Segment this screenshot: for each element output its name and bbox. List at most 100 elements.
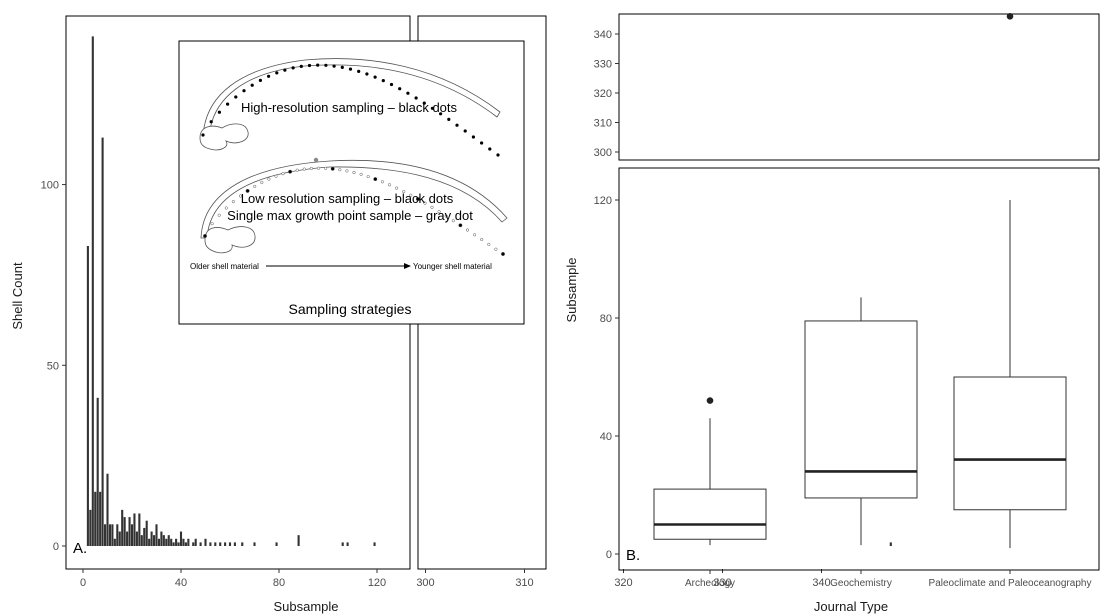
sample-dot-open: [430, 205, 434, 209]
sample-dot-open: [224, 206, 228, 210]
sample-dot-open: [217, 213, 221, 217]
histogram-bar: [150, 531, 153, 546]
inset-label-high-resolution: High-resolution sampling – black dots: [241, 100, 458, 115]
histogram-bar: [116, 524, 119, 546]
y-tick-label: 120: [594, 195, 612, 207]
sample-dot-open: [451, 219, 455, 223]
histogram-bar: [184, 542, 187, 546]
sample-dot: [406, 91, 410, 95]
histogram-bar: [155, 524, 158, 546]
inset-label-low-resolution: Low resolution sampling – black dots: [241, 191, 454, 206]
sample-dot: [288, 169, 293, 174]
sample-dot-open: [494, 247, 498, 251]
histogram-bar: [204, 538, 207, 546]
sample-dot: [283, 68, 287, 72]
x-tick-label: 330: [713, 577, 731, 589]
histogram-bar: [224, 542, 227, 546]
inset-arrow-head-icon: [404, 263, 411, 269]
histogram-bar: [101, 137, 104, 546]
histogram-bar: [889, 542, 892, 546]
histogram-bar: [143, 527, 146, 546]
y-tick-label: 0: [606, 549, 612, 561]
sample-dot-open: [295, 168, 299, 172]
outlier-point: [1006, 12, 1014, 20]
histogram-bar: [199, 542, 202, 546]
histogram-bar: [106, 473, 109, 546]
iqr-box: [804, 320, 918, 499]
sample-dot: [381, 79, 385, 83]
sample-dot-open: [302, 167, 306, 171]
panel-a-y-axis-label: Shell Count: [10, 262, 25, 330]
histogram-bar: [118, 531, 121, 546]
sample-dot: [203, 234, 207, 238]
histogram-bar: [99, 491, 102, 546]
sample-dot: [357, 69, 361, 73]
sample-dot: [415, 197, 420, 202]
sample-dot: [439, 112, 443, 116]
sample-dot: [275, 71, 279, 75]
y-tick-label: 0: [53, 541, 59, 553]
x-tick-label: 80: [273, 577, 285, 589]
sample-dot: [234, 95, 238, 99]
histogram-bar: [135, 531, 138, 546]
histogram-bar: [145, 520, 148, 546]
sample-dot: [430, 106, 434, 110]
panel-a-x-axis-label: Subsample: [273, 599, 338, 614]
histogram-bar: [91, 36, 94, 546]
x-tick-label: 310: [515, 577, 533, 589]
histogram-bar: [172, 542, 175, 546]
sample-dot-open: [324, 166, 328, 170]
histogram-bar: [194, 538, 197, 546]
sample-dot: [291, 66, 295, 70]
sample-dot: [316, 63, 320, 67]
x-tick-label: 300: [416, 577, 434, 589]
sample-dot: [330, 166, 335, 171]
sample-dot: [332, 64, 336, 68]
sample-dot: [209, 120, 213, 124]
sample-dot: [422, 101, 426, 105]
sample-dot-open: [366, 175, 370, 179]
inset-frame: [178, 40, 525, 325]
y-tick-label: 300: [594, 147, 612, 159]
max-growth-sample-dot: [313, 157, 319, 163]
y-tick-label: 310: [594, 118, 612, 130]
sample-dot: [242, 89, 246, 93]
sample-dot-open: [395, 186, 399, 190]
panel-b-frame-upper: [618, 13, 1100, 161]
sample-dot-open: [444, 214, 448, 218]
histogram-bar: [228, 542, 232, 546]
sample-dot-open: [437, 210, 441, 214]
sample-dot: [471, 135, 475, 139]
sample-dot-open: [352, 170, 356, 175]
sample-dot: [389, 82, 394, 87]
histogram-bar: [187, 538, 190, 546]
histogram-bar: [209, 542, 212, 546]
x-tick-label: Archeology: [685, 578, 735, 589]
histogram-bar: [128, 517, 131, 546]
y-tick-label: 50: [47, 360, 59, 372]
sample-dot: [217, 110, 221, 114]
sample-dot-open: [210, 222, 214, 226]
iqr-box: [953, 376, 1067, 511]
y-tick-label: 40: [600, 431, 612, 443]
sample-dot-open: [316, 166, 321, 170]
histogram-bar: [233, 542, 236, 546]
histogram-bar: [165, 538, 168, 546]
x-tick-label: Paleoclimate and Paleoceanography: [929, 578, 1092, 589]
histogram-bar: [192, 542, 195, 546]
sample-dot-open: [423, 201, 427, 205]
histogram-bar: [94, 491, 97, 546]
histogram-bar: [86, 246, 89, 546]
histogram-bar: [175, 538, 178, 546]
sampling-strategies-inset: High-resolution sampling – black dots Lo…: [178, 40, 525, 325]
sample-dot: [348, 67, 353, 71]
sample-dot: [458, 223, 463, 228]
shell-illustration-high-resolution: [199, 58, 501, 157]
sample-dot-open: [345, 169, 349, 173]
histogram-bar: [297, 535, 300, 546]
x-tick-label: 40: [175, 577, 187, 589]
inset-arrow-right-label: Younger shell material: [413, 262, 492, 271]
y-tick-label: 340: [594, 29, 612, 41]
sample-dot: [414, 96, 418, 100]
